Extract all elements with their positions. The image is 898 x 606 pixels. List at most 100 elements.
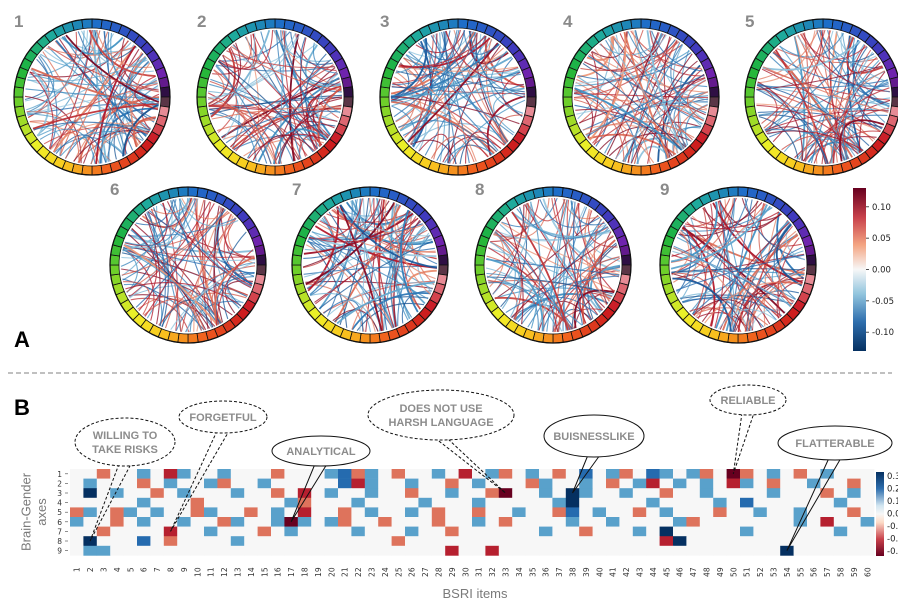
heatmap-cell: [177, 507, 191, 518]
heatmap-x-tick: 35: [528, 567, 537, 577]
heatmap-cell: [646, 517, 660, 527]
chord-link: [701, 221, 790, 323]
heatmap-cell: [297, 488, 312, 499]
chord-link: [671, 204, 769, 262]
heatmap-y-tick: 1: [57, 470, 62, 479]
heatmap-cell: [673, 517, 687, 527]
heatmap-cell: [137, 497, 151, 508]
heatmap-cell: [391, 536, 406, 547]
heatmap-y-tick: 8: [57, 537, 62, 546]
heatmap-cell: [713, 488, 727, 499]
ring-segment: [744, 86, 756, 98]
ring-segment: [620, 254, 632, 266]
chord-link: [552, 199, 568, 333]
chord-link: [758, 29, 819, 80]
heatmap-cell: [833, 517, 848, 527]
heatmap-cell: [780, 488, 794, 499]
heatmap-cell: [807, 536, 821, 547]
heatmap-cell: [364, 526, 379, 537]
heatmap-cell: [820, 545, 835, 556]
chord-link: [146, 211, 167, 326]
heatmap-cell: [110, 497, 124, 508]
chord-link: [398, 35, 487, 68]
heatmap-x-tick: 25: [394, 567, 403, 577]
chord-link: [26, 56, 147, 115]
chord-link: [408, 31, 473, 58]
heatmap-x-tick: 44: [649, 567, 658, 577]
chord-link: [143, 298, 203, 331]
chord-link: [761, 29, 826, 124]
panel-a: 1 2 3 4 5 6 7 8 9 A 0.10 0.05 0.00 -0.05 -0.10: [13, 12, 898, 352]
heatmap-cell: [699, 526, 714, 537]
chord-link: [673, 104, 708, 156]
heatmap-cell: [217, 536, 232, 547]
chord-link: [128, 285, 244, 304]
heatmap-cell: [391, 526, 406, 537]
heatmap-cell: [740, 517, 754, 527]
ring-segment: [659, 264, 671, 276]
heatmap-cell: [405, 469, 419, 479]
heatmap-cell: [833, 488, 848, 499]
chord-link: [49, 52, 144, 150]
heatmap-cell: [244, 478, 258, 489]
heatmap-cell: [673, 469, 687, 479]
ring-segment: [805, 254, 817, 266]
heatmap-cell: [351, 478, 366, 489]
heatmap-cell: [606, 507, 620, 518]
ring-segment: [369, 186, 381, 198]
chord-link: [222, 135, 276, 165]
heatmap-x-tick: 20: [327, 567, 336, 577]
heatmap-x-tick: 37: [555, 567, 564, 577]
heatmap-cell: [445, 526, 459, 537]
heatmap-cell: [713, 507, 727, 518]
chord-link: [211, 106, 342, 120]
chord-link: [685, 103, 708, 146]
heatmap-cell: [324, 526, 339, 537]
heatmap-cell: [646, 497, 660, 508]
heatmap-cell: [458, 507, 473, 518]
callout-bubble: [709, 384, 787, 416]
heatmap-cell: [659, 478, 674, 489]
colorbar-gradient: [853, 188, 866, 351]
chord-link: [551, 197, 620, 278]
chord-link: [794, 36, 818, 164]
chord-link: [820, 29, 875, 63]
ring-segment: [812, 18, 824, 30]
chord-link: [33, 83, 158, 131]
heatmap-cell: [284, 478, 299, 489]
heatmap-cell: [552, 469, 567, 479]
chord-link: [215, 64, 240, 149]
ring-segment: [562, 86, 574, 98]
chord-link: [123, 281, 151, 315]
heatmap-cell: [766, 507, 781, 518]
ring-segment: [359, 186, 371, 198]
heatmap-cell: [539, 526, 553, 537]
chord-link: [773, 222, 796, 300]
heatmap-cell: [351, 497, 366, 508]
heatmap-cell: [606, 526, 620, 537]
chord-link: [670, 42, 707, 114]
heatmap-cell: [807, 507, 821, 518]
chord-diagram-6: 6: [109, 180, 267, 344]
heatmap-cell: [793, 497, 808, 508]
heatmap-cell: [378, 478, 392, 489]
heatmap-cell: [177, 488, 191, 499]
heatmap-x-ticks: 1 2 3 4 5 6 7 8 9 10 11 12 13 14 15 16 17 18 19 20 21 22 23 24 2…: [73, 567, 873, 577]
heatmap-cell: [230, 488, 245, 499]
chord-link: [683, 198, 731, 227]
heatmap-cell: [123, 497, 138, 508]
heatmap-cell: [70, 545, 84, 556]
heatmap-cell: [726, 536, 741, 547]
chord-link: [222, 33, 256, 141]
heatmap-y-tick: 3: [57, 489, 62, 498]
heatmap-cell: [364, 507, 379, 518]
heatmap-cell: [230, 478, 245, 489]
chord-link: [210, 113, 257, 162]
chord-link: [627, 40, 678, 163]
ring-segment: [630, 164, 642, 176]
ring-segment: [474, 264, 486, 276]
chord-link: [299, 37, 317, 151]
heatmap-cell: [137, 517, 151, 527]
heatmap-cell: [458, 545, 473, 556]
